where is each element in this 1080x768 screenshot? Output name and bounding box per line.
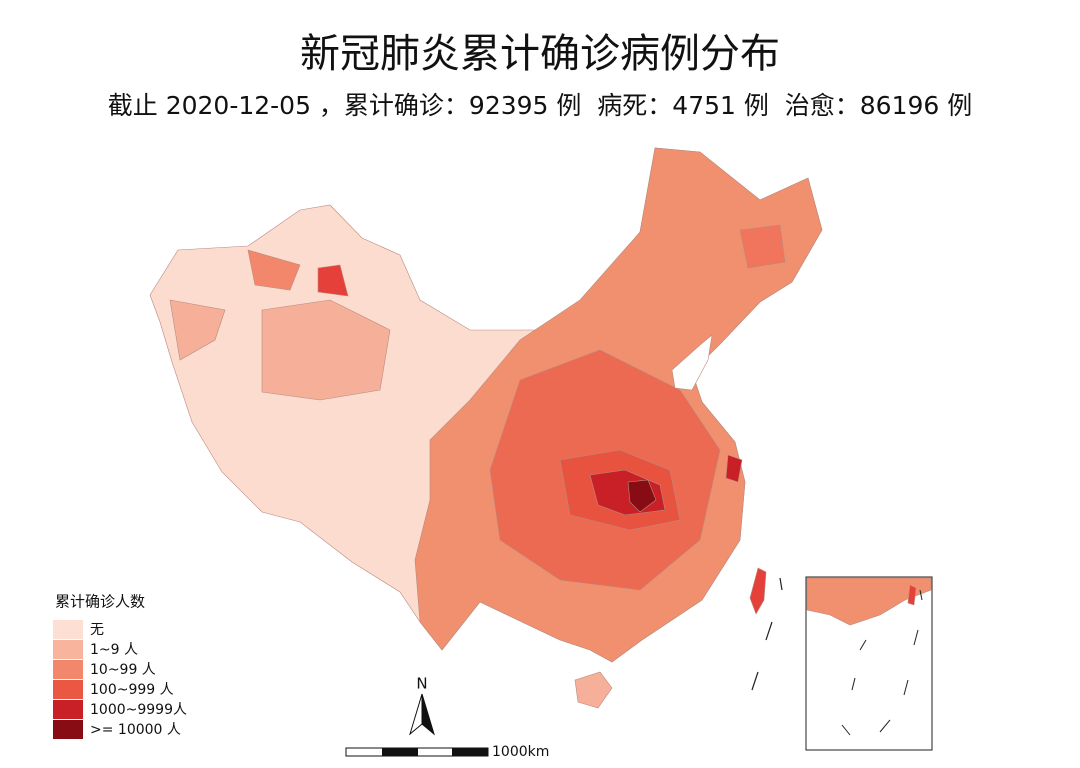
legend-swatch [53, 720, 83, 739]
region [169, 299, 226, 361]
arrow [421, 693, 435, 736]
subtitle: 截止 2020-12-05 ，累计确诊：92395 例 病死：4751 例 治愈… [108, 91, 973, 120]
region [749, 567, 767, 615]
south-sea-inset [805, 576, 933, 751]
legend-label: 100~999 人 [90, 682, 174, 698]
scale-bar: 1000km [345, 744, 549, 760]
legend-label: >= 10000 人 [90, 722, 181, 738]
dashed-line [751, 577, 783, 691]
legend: 累计确诊人数 无 1~9 人 10~99 人 100~999 人 1000~9999人 >… [53, 593, 187, 739]
region [247, 249, 301, 291]
legend-label: 1~9 人 [90, 642, 138, 658]
region [725, 454, 743, 483]
legend-swatch [53, 700, 83, 719]
legend-swatch [53, 640, 83, 659]
china-map [149, 147, 823, 709]
dashed-line [841, 589, 923, 736]
north-arrow: N [409, 675, 435, 736]
region [574, 671, 613, 709]
region [261, 299, 391, 401]
scale-segment [382, 748, 418, 756]
legend-label: 10~99 人 [90, 662, 156, 678]
sea [671, 334, 713, 391]
legend-label: 1000~9999人 [90, 702, 187, 718]
legend-swatch [53, 680, 83, 699]
region [806, 577, 932, 626]
arrow [409, 693, 423, 736]
legend-swatch [53, 660, 83, 679]
region [317, 264, 349, 297]
legend-title: 累计确诊人数 [55, 593, 145, 611]
region [739, 224, 786, 269]
legend-swatch [53, 620, 83, 639]
scale-segment [452, 748, 488, 756]
north-label: N [416, 675, 427, 693]
title: 新冠肺炎累计确诊病例分布 [300, 31, 780, 77]
region [907, 584, 917, 606]
scale-label: 1000km [492, 744, 549, 760]
region [627, 479, 657, 513]
legend-label: 无 [90, 622, 104, 638]
